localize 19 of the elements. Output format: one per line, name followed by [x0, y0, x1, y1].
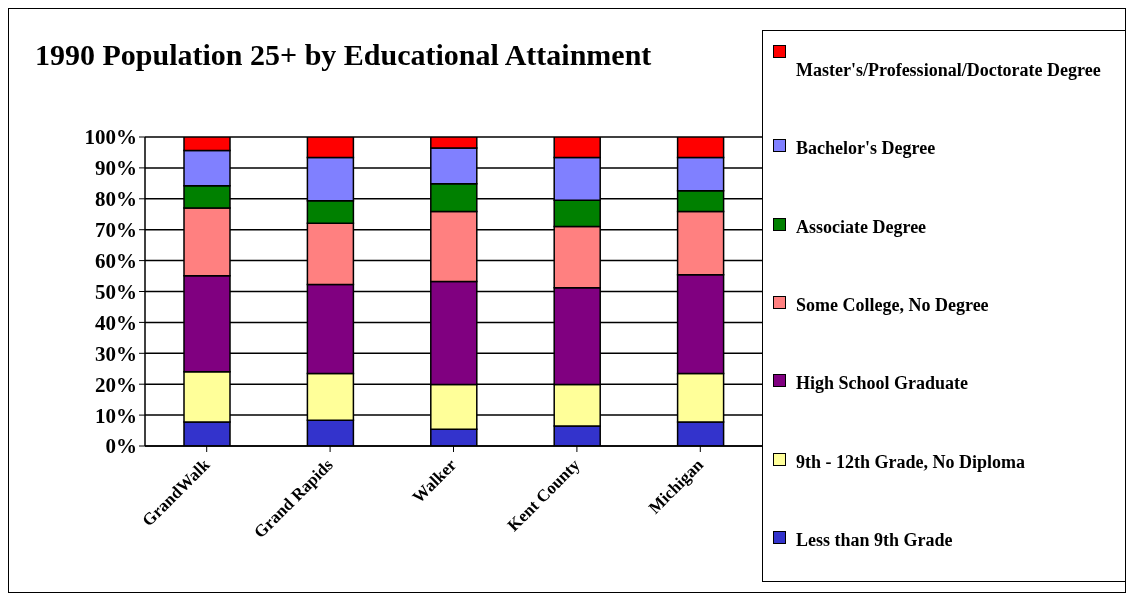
chart-title: 1990 Population 25+ by Educational Attainment	[35, 38, 652, 72]
legend-label: Bachelor's Degree	[796, 137, 936, 161]
y-tick-label: 30%	[95, 341, 137, 366]
y-tick-label: 0%	[105, 434, 137, 459]
y-tick-label: 40%	[95, 310, 137, 335]
legend-label: 9th - 12th Grade, No Diploma	[796, 450, 1025, 474]
text: Master's/Professional/Doctorate Degree	[796, 59, 1101, 82]
legend-label: Some College, No Degree	[796, 294, 989, 317]
y-tick-label: 10%	[95, 403, 137, 428]
legend-label: Associate Degree	[796, 215, 927, 239]
y-tick-label: 70%	[95, 218, 137, 243]
y-tick-label: 80%	[95, 187, 137, 212]
y-tick-label: 20%	[95, 372, 137, 397]
y-tick-label: 60%	[95, 249, 137, 274]
legend-label: High School Graduate	[796, 372, 969, 396]
y-tick-label: 50%	[95, 279, 137, 304]
y-tick-label: 100%	[84, 125, 137, 150]
y-tick-label: 90%	[95, 156, 137, 181]
legend-label: Less than 9th Grade	[796, 528, 953, 552]
